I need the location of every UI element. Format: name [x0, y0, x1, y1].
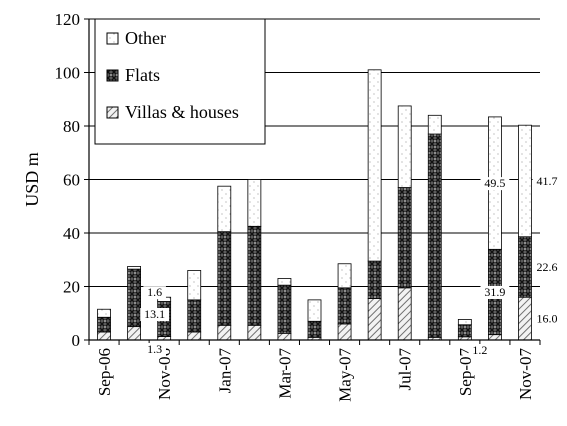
y-tick-label: 100: [55, 64, 81, 83]
y-tick-label: 60: [63, 171, 80, 190]
data-label: 49.5: [484, 176, 505, 190]
x-tick-label: Mar-07: [275, 348, 294, 399]
bar-segment: [187, 270, 202, 301]
bar-segment: [397, 187, 412, 289]
data-label: 16.0: [536, 312, 557, 326]
bar-segment: [277, 332, 292, 341]
bar-segment: [247, 225, 262, 326]
bar-segment: [127, 266, 141, 270]
y-tick-label: 120: [55, 10, 81, 29]
data-label: 1.6: [147, 285, 162, 299]
x-tick-label: Jan-07: [215, 348, 234, 394]
x-tick-label: May-07: [336, 348, 355, 402]
legend-swatch: [106, 69, 119, 82]
bar-segment: [457, 324, 472, 338]
data-label-bg: [468, 344, 492, 357]
legend-box: [94, 18, 266, 145]
bar-segment: [97, 316, 111, 333]
x-tick-label: Sep-07: [456, 348, 475, 397]
bar-segment: [427, 133, 442, 338]
legend-label: Flats: [125, 65, 160, 85]
data-label-bg: [532, 312, 562, 326]
legend-swatch: [106, 106, 119, 119]
bar-segment: [187, 299, 202, 333]
bar-segment: [187, 331, 202, 341]
bar-segment: [367, 298, 382, 341]
bar-segment: [337, 323, 352, 341]
x-tick-label: Nov-07: [516, 348, 535, 400]
x-tick-label: Jul-07: [396, 348, 415, 391]
y-tick-label: 80: [63, 117, 80, 136]
data-label-bg: [480, 177, 510, 191]
data-label-bg: [140, 308, 170, 322]
data-label: 13.1: [144, 307, 165, 321]
x-tick-label: Sep-06: [95, 348, 114, 396]
data-label-bg: [143, 286, 166, 300]
legend-label: Other: [125, 28, 166, 48]
bar-segment: [367, 69, 382, 262]
x-tick-label: Nov-06: [155, 348, 174, 400]
data-label-bg: [532, 174, 562, 188]
legend-label: Villas & houses: [125, 102, 239, 122]
y-axis-title: USD m: [22, 152, 42, 207]
bar-segment: [247, 179, 262, 227]
legend-swatch: [106, 32, 119, 45]
y-tick-label: 40: [63, 224, 80, 243]
bar-segment: [367, 260, 382, 299]
bar-segment: [337, 287, 352, 325]
bar-segment: [307, 320, 322, 338]
bar-segment: [518, 236, 532, 298]
bar-segment: [97, 331, 111, 341]
bar-segment: [518, 296, 532, 341]
axes: 0 20 40 60 80 100 120 Sep-06 Nov-06 Jan-07 Mar-07 M…: [55, 10, 541, 402]
bar-segment: [247, 324, 262, 341]
bar-segment: [217, 324, 232, 341]
data-label: 31.9: [484, 285, 505, 299]
data-label-bg: [480, 285, 510, 299]
data-label: 1.3: [147, 342, 162, 356]
bar-segment: [127, 326, 141, 341]
bar-segment: [307, 299, 322, 322]
bar-segment: [457, 319, 472, 326]
data-labels: 1.6 13.1 1.3 1.2 49.5 31.9 41.7 22.6 16.0: [140, 174, 562, 357]
data-label: 1.2: [472, 343, 487, 357]
bar-segment: [127, 268, 141, 328]
bars: [97, 69, 532, 341]
y-tick-label: 0: [72, 331, 81, 350]
data-label-bg: [532, 260, 562, 274]
bar-segment: [277, 284, 292, 334]
bar-segment: [427, 114, 442, 135]
legend: Other Flats Villas & houses: [94, 18, 266, 145]
bar-segment: [97, 308, 111, 318]
data-label-bg: [143, 343, 166, 356]
y-tick-label: 20: [63, 278, 80, 297]
data-label: 41.7: [536, 174, 557, 188]
data-label: 22.6: [536, 260, 557, 274]
bar-segment: [397, 287, 412, 341]
bar-segment: [337, 263, 352, 289]
bar-segment: [397, 105, 412, 188]
bar-segment: [518, 124, 532, 238]
bar-segment: [217, 185, 232, 233]
bar-segment: [277, 278, 292, 286]
bar-segment: [217, 231, 232, 326]
bar-segment: [487, 334, 502, 341]
